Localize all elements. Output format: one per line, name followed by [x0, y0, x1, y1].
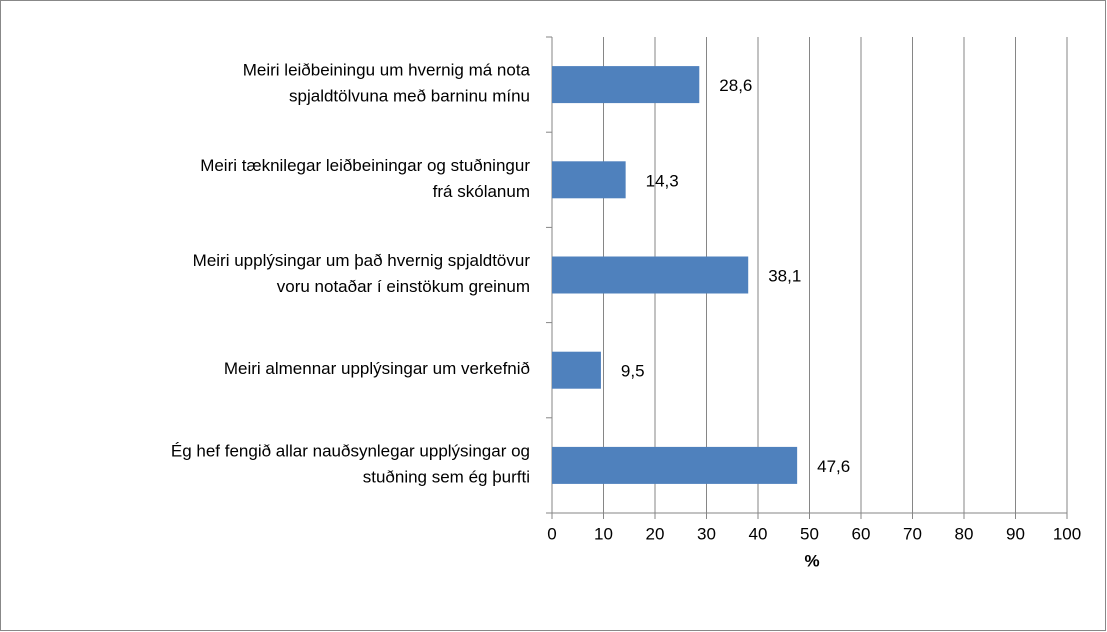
data-label: 9,5	[621, 362, 645, 381]
x-tick-label: 0	[547, 524, 556, 543]
x-tick-label: 40	[749, 524, 768, 543]
y-tick-label: Ég hef fengið allar nauðsynlegar upplýsi…	[171, 442, 530, 487]
bar	[552, 161, 626, 199]
x-axis-label: %	[804, 551, 819, 570]
x-tick-label: 80	[955, 524, 974, 543]
y-tick-label-line: stuðning sem ég þurfti	[363, 468, 530, 487]
y-tick-label: Meiri upplýsingar um það hvernig spjaldt…	[193, 251, 531, 296]
bar	[552, 351, 601, 389]
x-tick-label: 70	[903, 524, 922, 543]
y-tick-label-line: spjaldtölvuna með barninu mínu	[289, 87, 530, 106]
x-tick-label: 20	[646, 524, 665, 543]
y-tick-label-line: Meiri upplýsingar um það hvernig spjaldt…	[193, 251, 531, 270]
data-label: 38,1	[768, 266, 801, 285]
x-tick-label: 50	[800, 524, 819, 543]
y-tick-label-line: Meiri leiðbeiningu um hvernig má nota	[243, 61, 531, 80]
y-tick-label: Meiri almennar upplýsingar um verkefnið	[224, 360, 530, 379]
y-tick-label-line: Ég hef fengið allar nauðsynlegar upplýsi…	[171, 442, 530, 461]
x-tick-label: 100	[1053, 524, 1081, 543]
data-label: 28,6	[719, 76, 752, 95]
y-tick-label-line: Meiri tæknilegar leiðbeiningar og stuðni…	[200, 156, 530, 175]
x-tick-label: 60	[852, 524, 871, 543]
y-tick-label-line: voru notaðar í einstökum greinum	[277, 277, 530, 296]
x-tick-label: 30	[697, 524, 716, 543]
bar	[552, 446, 798, 484]
y-tick-label-line: frá skólanum	[433, 182, 530, 201]
data-label: 14,3	[646, 171, 679, 190]
data-label: 47,6	[817, 457, 850, 476]
y-tick-label: Meiri tæknilegar leiðbeiningar og stuðni…	[200, 156, 530, 201]
y-tick-label-line: Meiri almennar upplýsingar um verkefnið	[224, 360, 530, 379]
bar	[552, 256, 749, 294]
x-tick-label: 10	[594, 524, 613, 543]
x-tick-label: 90	[1006, 524, 1025, 543]
y-tick-label: Meiri leiðbeiningu um hvernig má nota spj…	[243, 61, 531, 106]
bar	[552, 66, 700, 104]
